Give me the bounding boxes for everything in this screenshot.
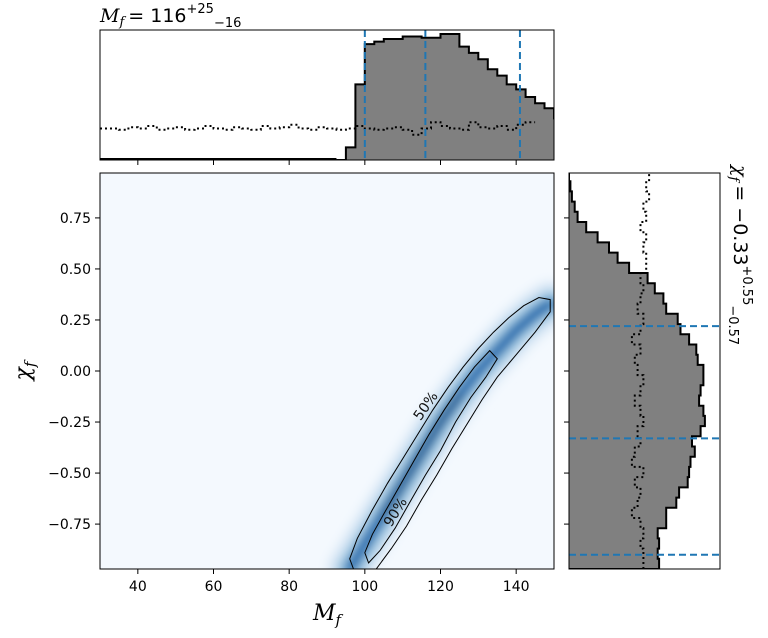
y-axis-label-symbol: χ bbox=[11, 365, 36, 382]
y-tick-label-0: 0.75 bbox=[60, 211, 91, 227]
y-tick-label-2: 0.25 bbox=[60, 313, 91, 329]
y-tick-label-5: −0.50 bbox=[48, 466, 91, 482]
mass-posterior-outline bbox=[336, 33, 554, 160]
mass-marginal-title: Mf = 116+25−16 bbox=[99, 2, 241, 31]
joint-posterior-panel: 50%90% 40 60 80 100 120 140 0.750.500.250.00−… bbox=[11, 172, 555, 629]
contour-line-90% bbox=[349, 296, 551, 569]
x-axis-label: Mf bbox=[312, 601, 344, 629]
contour-line-50% bbox=[364, 349, 498, 564]
spin-title-subscript: −0.57 bbox=[725, 305, 740, 345]
y-tick-label-6: −0.75 bbox=[48, 517, 91, 533]
x-tick-label-120: 120 bbox=[427, 579, 454, 595]
spin-posterior-outline bbox=[569, 173, 706, 569]
y-axis-label: χf bbox=[11, 359, 39, 382]
mass-title-value: = 116 bbox=[128, 5, 186, 27]
y-axis-label-sub: f bbox=[21, 359, 39, 368]
mass-title-sub: f bbox=[118, 15, 126, 30]
x-tick-label-100: 100 bbox=[351, 579, 378, 595]
mass-posterior-fill bbox=[336, 34, 554, 160]
spin-title-sup: +0.55 bbox=[739, 266, 754, 306]
x-tick-label-80: 80 bbox=[280, 579, 298, 595]
spin-title-sub: f bbox=[726, 176, 741, 184]
spin-prior-outline bbox=[630, 173, 651, 569]
x-tick-label-60: 60 bbox=[205, 579, 223, 595]
x-tick-label-140: 140 bbox=[503, 579, 530, 595]
x-axis-label-sub: f bbox=[334, 611, 343, 629]
y-tick-label-3: 0.00 bbox=[60, 364, 91, 380]
spin-marginal-panel: χf= −0.33+0.55−0.57 bbox=[564, 163, 754, 570]
spin-title-value: = −0.33 bbox=[729, 185, 751, 265]
mass-marginal-panel: Mf = 116+25−16 bbox=[99, 2, 555, 165]
mass-title-sup: +25 bbox=[187, 2, 214, 17]
x-tick-label-40: 40 bbox=[129, 579, 147, 595]
x-axis-label-symbol: M bbox=[312, 601, 336, 626]
spin-title-symbol: χ bbox=[729, 163, 751, 178]
y-tick-label-4: −0.25 bbox=[48, 415, 91, 431]
mass-title-symbol: M bbox=[99, 5, 120, 27]
spin-marginal-title: χf= −0.33+0.55−0.57 bbox=[725, 163, 754, 345]
y-tick-label-1: 0.50 bbox=[60, 262, 91, 278]
mass-title-subscript: −16 bbox=[214, 16, 241, 31]
density-core bbox=[380, 392, 463, 517]
